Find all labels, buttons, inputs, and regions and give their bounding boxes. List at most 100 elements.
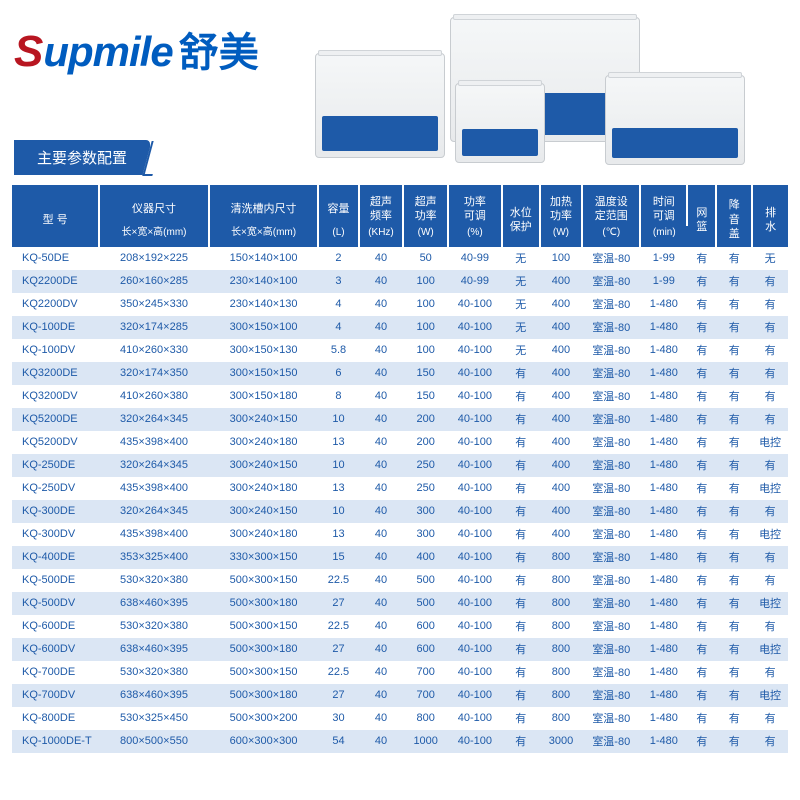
- table-cell: 有: [687, 339, 716, 362]
- table-cell: 500×300×150: [209, 615, 319, 638]
- table-cell: 40: [359, 339, 404, 362]
- table-row: KQ2200DV350×245×330230×140×13044010040-1…: [12, 293, 788, 316]
- table-cell: 40-100: [448, 592, 502, 615]
- table-cell: 有: [752, 408, 788, 431]
- table-cell: 无: [502, 339, 540, 362]
- header: Supmile舒美 主要参数配置: [0, 0, 800, 175]
- table-cell: 40: [359, 730, 404, 753]
- table-cell: 有: [752, 293, 788, 316]
- table-cell: KQ-1000DE-T: [12, 730, 99, 753]
- table-cell: 150: [403, 362, 448, 385]
- table-row: KQ-600DV638×460×395500×300×180274060040-…: [12, 638, 788, 661]
- table-cell: 54: [318, 730, 358, 753]
- table-cell: 有: [687, 615, 716, 638]
- table-cell: 40: [359, 569, 404, 592]
- table-cell: 有: [716, 730, 752, 753]
- table-cell: 13: [318, 477, 358, 500]
- table-cell: 有: [716, 546, 752, 569]
- table-cell: 有: [502, 385, 540, 408]
- table-cell: 40: [359, 270, 404, 293]
- table-cell: 400: [403, 546, 448, 569]
- table-cell: 有: [687, 523, 716, 546]
- table-cell: 有: [687, 707, 716, 730]
- table-cell: 有: [502, 546, 540, 569]
- table-cell: 40: [359, 500, 404, 523]
- table-cell: 有: [716, 684, 752, 707]
- table-cell: KQ5200DE: [12, 408, 99, 431]
- table-cell: 1-480: [640, 661, 687, 684]
- table-row: KQ-250DE320×264×345300×240×150104025040-…: [12, 454, 788, 477]
- table-cell: 1-480: [640, 523, 687, 546]
- col-header: 水位保护: [502, 185, 540, 247]
- table-cell: 15: [318, 546, 358, 569]
- table-cell: 27: [318, 638, 358, 661]
- table-cell: 40-100: [448, 638, 502, 661]
- table-cell: 室温-80: [582, 592, 640, 615]
- col-subheader: (℃): [582, 226, 640, 247]
- table-cell: 40-100: [448, 362, 502, 385]
- table-cell: 有: [716, 523, 752, 546]
- table-cell: 8: [318, 385, 358, 408]
- table-cell: 有: [752, 661, 788, 684]
- table-cell: 22.5: [318, 569, 358, 592]
- table-cell: 400: [540, 316, 582, 339]
- table-cell: 有: [502, 730, 540, 753]
- table-cell: 800: [540, 707, 582, 730]
- table-cell: 有: [752, 569, 788, 592]
- table-cell: 30: [318, 707, 358, 730]
- table-cell: 1-480: [640, 707, 687, 730]
- table-cell: 200: [403, 431, 448, 454]
- table-cell: KQ-100DV: [12, 339, 99, 362]
- table-cell: 有: [716, 385, 752, 408]
- table-cell: 40-99: [448, 247, 502, 270]
- table-cell: 50: [403, 247, 448, 270]
- machine-left: [315, 53, 445, 158]
- table-cell: 350×245×330: [99, 293, 209, 316]
- spec-table: 型 号仪器尺寸清洗槽内尺寸容量超声频率超声功率功率可调水位保护加热功率温度设定范…: [12, 185, 788, 753]
- table-cell: 1-480: [640, 385, 687, 408]
- table-cell: 40-100: [448, 385, 502, 408]
- table-cell: 40: [359, 362, 404, 385]
- spec-table-wrap: 型 号仪器尺寸清洗槽内尺寸容量超声频率超声功率功率可调水位保护加热功率温度设定范…: [0, 175, 800, 753]
- table-cell: 电控: [752, 638, 788, 661]
- table-cell: 室温-80: [582, 316, 640, 339]
- table-cell: 320×264×345: [99, 500, 209, 523]
- table-cell: 有: [502, 638, 540, 661]
- table-row: KQ-300DE320×264×345300×240×150104030040-…: [12, 500, 788, 523]
- col-header: 加热功率: [540, 185, 582, 226]
- table-row: KQ-50DE208×192×225150×140×1002405040-99无…: [12, 247, 788, 270]
- table-cell: 有: [502, 707, 540, 730]
- table-cell: 40-100: [448, 546, 502, 569]
- table-cell: 有: [687, 247, 716, 270]
- table-cell: 有: [716, 431, 752, 454]
- table-cell: KQ-500DE: [12, 569, 99, 592]
- table-cell: KQ2200DE: [12, 270, 99, 293]
- table-cell: 40: [359, 546, 404, 569]
- table-cell: 电控: [752, 684, 788, 707]
- table-cell: 有: [716, 316, 752, 339]
- table-cell: 300: [403, 500, 448, 523]
- table-row: KQ-400DE353×325×400330×300×150154040040-…: [12, 546, 788, 569]
- brand-logo: Supmile舒美: [14, 20, 259, 78]
- table-cell: 有: [716, 477, 752, 500]
- table-cell: 有: [687, 431, 716, 454]
- table-cell: 320×174×285: [99, 316, 209, 339]
- table-cell: 13: [318, 431, 358, 454]
- table-cell: 330×300×150: [209, 546, 319, 569]
- table-cell: 有: [687, 385, 716, 408]
- table-cell: KQ-250DV: [12, 477, 99, 500]
- section-title: 主要参数配置: [14, 140, 150, 175]
- table-cell: 1-480: [640, 408, 687, 431]
- table-cell: 有: [752, 707, 788, 730]
- table-cell: 800: [540, 684, 582, 707]
- table-cell: 638×460×395: [99, 638, 209, 661]
- table-cell: 有: [716, 707, 752, 730]
- table-cell: 40: [359, 592, 404, 615]
- col-header: 排水: [752, 185, 788, 247]
- table-row: KQ-100DV410×260×330300×150×1305.84010040…: [12, 339, 788, 362]
- table-cell: 22.5: [318, 661, 358, 684]
- table-cell: 有: [752, 546, 788, 569]
- table-cell: 150×140×100: [209, 247, 319, 270]
- table-cell: 有: [502, 592, 540, 615]
- table-cell: 300×240×150: [209, 500, 319, 523]
